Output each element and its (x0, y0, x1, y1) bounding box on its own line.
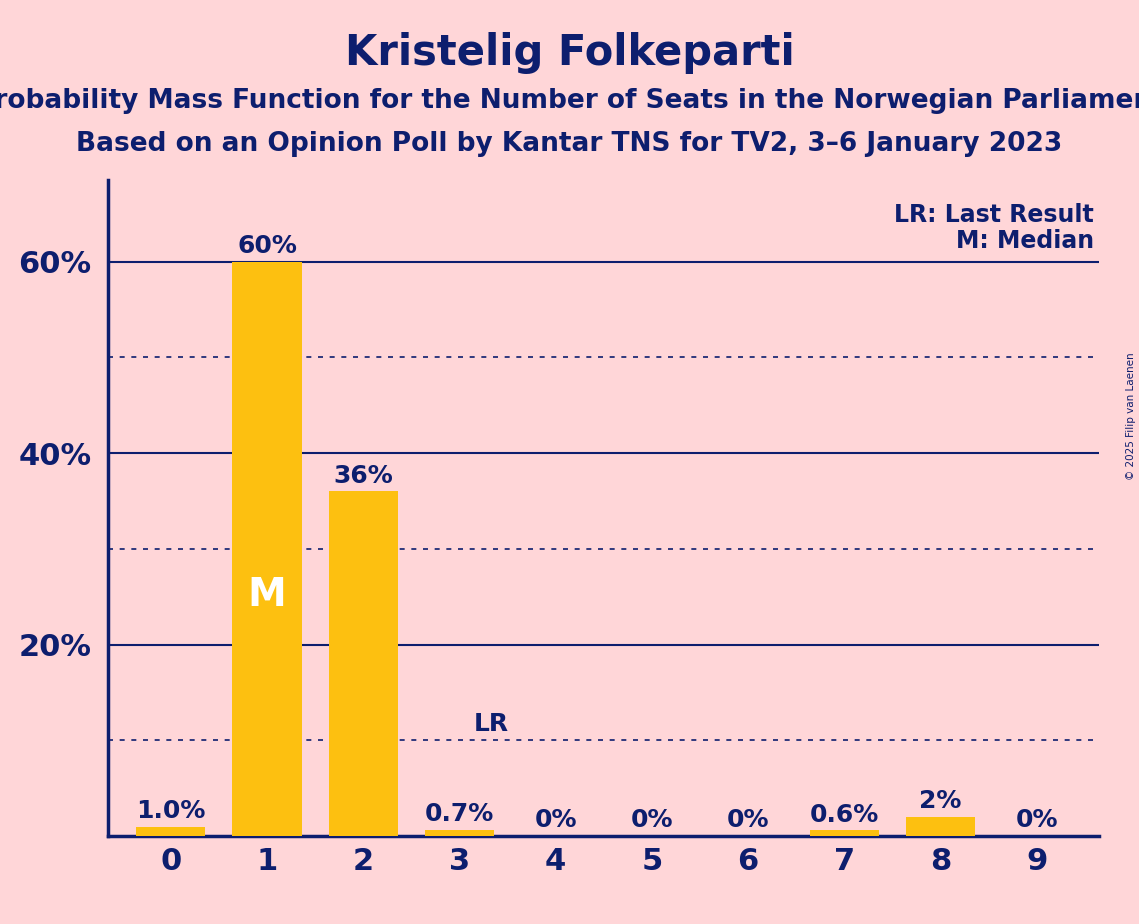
Text: 0.6%: 0.6% (810, 803, 879, 827)
Text: Based on an Opinion Poll by Kantar TNS for TV2, 3–6 January 2023: Based on an Opinion Poll by Kantar TNS f… (76, 131, 1063, 157)
Text: Kristelig Folkeparti: Kristelig Folkeparti (345, 32, 794, 74)
Text: 60%: 60% (237, 234, 297, 258)
Text: © 2025 Filip van Laenen: © 2025 Filip van Laenen (1126, 352, 1136, 480)
Text: LR: LR (474, 711, 509, 736)
Text: M: M (247, 576, 286, 614)
Bar (232, 261, 302, 836)
Bar (906, 817, 975, 836)
Bar (136, 827, 205, 836)
Text: Probability Mass Function for the Number of Seats in the Norwegian Parliament: Probability Mass Function for the Number… (0, 88, 1139, 114)
Text: 36%: 36% (334, 464, 393, 488)
Text: 0%: 0% (534, 808, 576, 833)
Text: 0%: 0% (727, 808, 769, 833)
Text: M: Median: M: Median (956, 229, 1095, 253)
Text: 0%: 0% (1015, 808, 1058, 833)
Text: LR: Last Result: LR: Last Result (894, 203, 1095, 227)
Bar (810, 831, 879, 836)
Text: 0.7%: 0.7% (425, 802, 494, 826)
Bar (328, 492, 398, 836)
Text: 1.0%: 1.0% (136, 799, 205, 822)
Bar (425, 830, 494, 836)
Text: 2%: 2% (919, 789, 961, 813)
Text: 0%: 0% (631, 808, 673, 833)
